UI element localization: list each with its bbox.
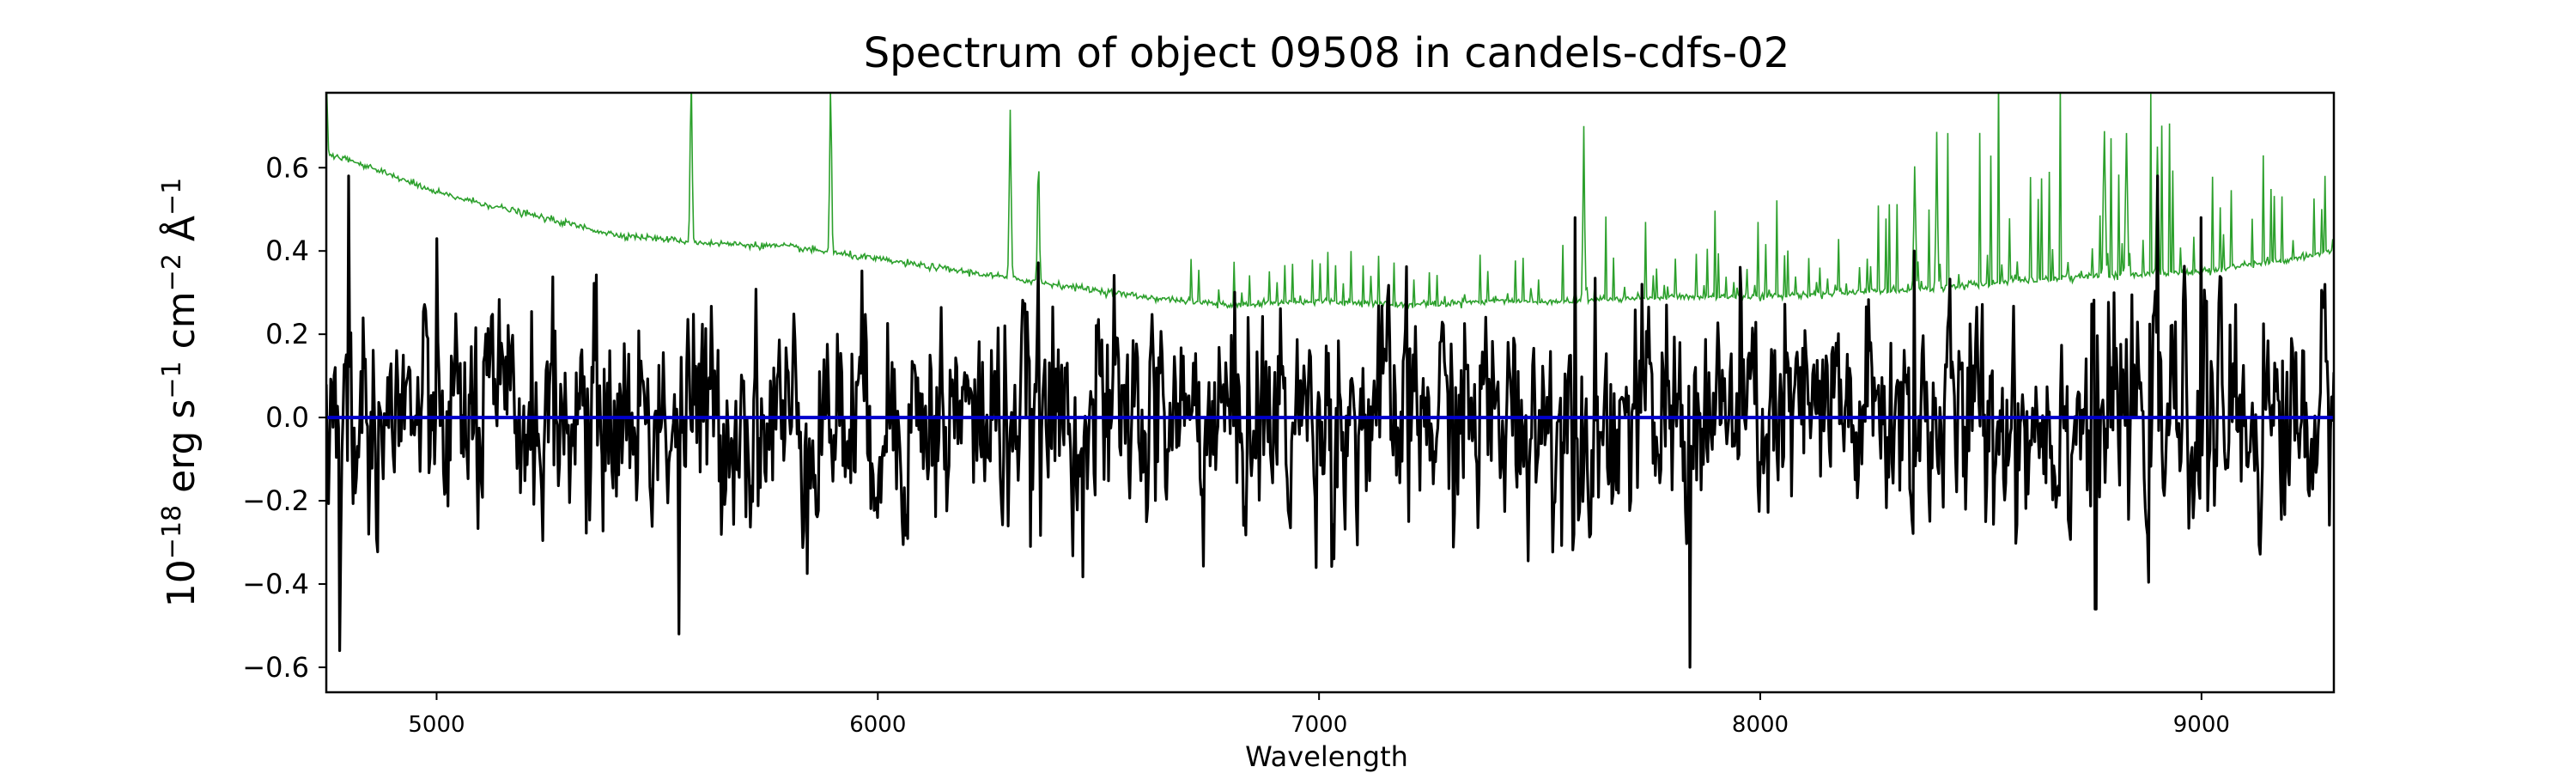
y-tick-label: −0.6	[242, 651, 309, 684]
x-axis: 5000 6000 7000 8000 9000	[408, 692, 2230, 738]
x-tick-label: 6000	[849, 712, 906, 738]
x-tick-label: 9000	[2173, 712, 2230, 738]
x-tick-label: 5000	[408, 712, 465, 738]
sky-spectrum-line	[326, 93, 2334, 310]
y-label-cm: cm	[160, 291, 204, 361]
y-label-exp-ang: −1	[157, 178, 187, 216]
chart-title: Spectrum of object 09508 in candels-cdfs…	[864, 29, 1790, 77]
y-tick-label: −0.2	[242, 484, 309, 517]
x-tick-label: 8000	[1732, 712, 1789, 738]
plot-frame	[325, 91, 2336, 694]
y-label-exp-base: −18	[157, 505, 187, 559]
y-label-ang: Å	[158, 216, 204, 253]
y-label-erg: erg s	[160, 399, 204, 505]
x-axis-label: Wavelength	[1245, 740, 1408, 773]
y-label-base: 10	[160, 559, 204, 607]
y-axis-label: 10−18 erg s−1 cm−2 Å−1	[157, 178, 204, 607]
plot-area	[326, 93, 2334, 669]
object-spectrum-line	[326, 174, 2334, 669]
y-tick-label: −0.4	[242, 568, 309, 600]
y-tick-label: 0.0	[265, 401, 309, 434]
y-tick-label: 0.4	[265, 234, 309, 267]
y-tick-label: 0.2	[265, 318, 309, 350]
x-tick-label: 7000	[1291, 712, 1347, 738]
y-label-exp-cm: −2	[157, 253, 187, 291]
y-tick-label: 0.6	[265, 151, 309, 184]
y-label-exp-s: −1	[157, 361, 187, 399]
y-axis: −0.6 −0.4 −0.2 0.0 0.2 0.4 0.6	[242, 151, 326, 684]
